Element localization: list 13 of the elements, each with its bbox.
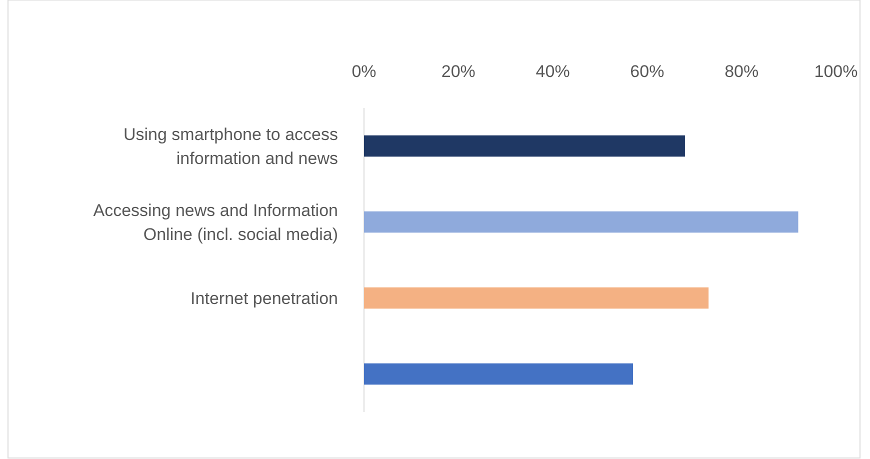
x-tick-label: 20% [441, 62, 476, 81]
x-tick-label: 40% [536, 62, 570, 81]
x-tick-label: 0% [352, 62, 376, 81]
bar [364, 363, 634, 385]
bar [364, 287, 709, 309]
bar [364, 211, 798, 233]
x-tick-label: 80% [724, 62, 759, 81]
y-tick-label: Using smartphone to access information and news [124, 125, 338, 168]
bar [364, 135, 685, 157]
x-tick-label: 100% [814, 62, 858, 81]
y-tick-label: Internet penetration [190, 289, 338, 308]
y-tick-label: Accessing news and Information Online (incl. social media) [93, 201, 338, 244]
x-tick-label: 60% [630, 62, 664, 81]
